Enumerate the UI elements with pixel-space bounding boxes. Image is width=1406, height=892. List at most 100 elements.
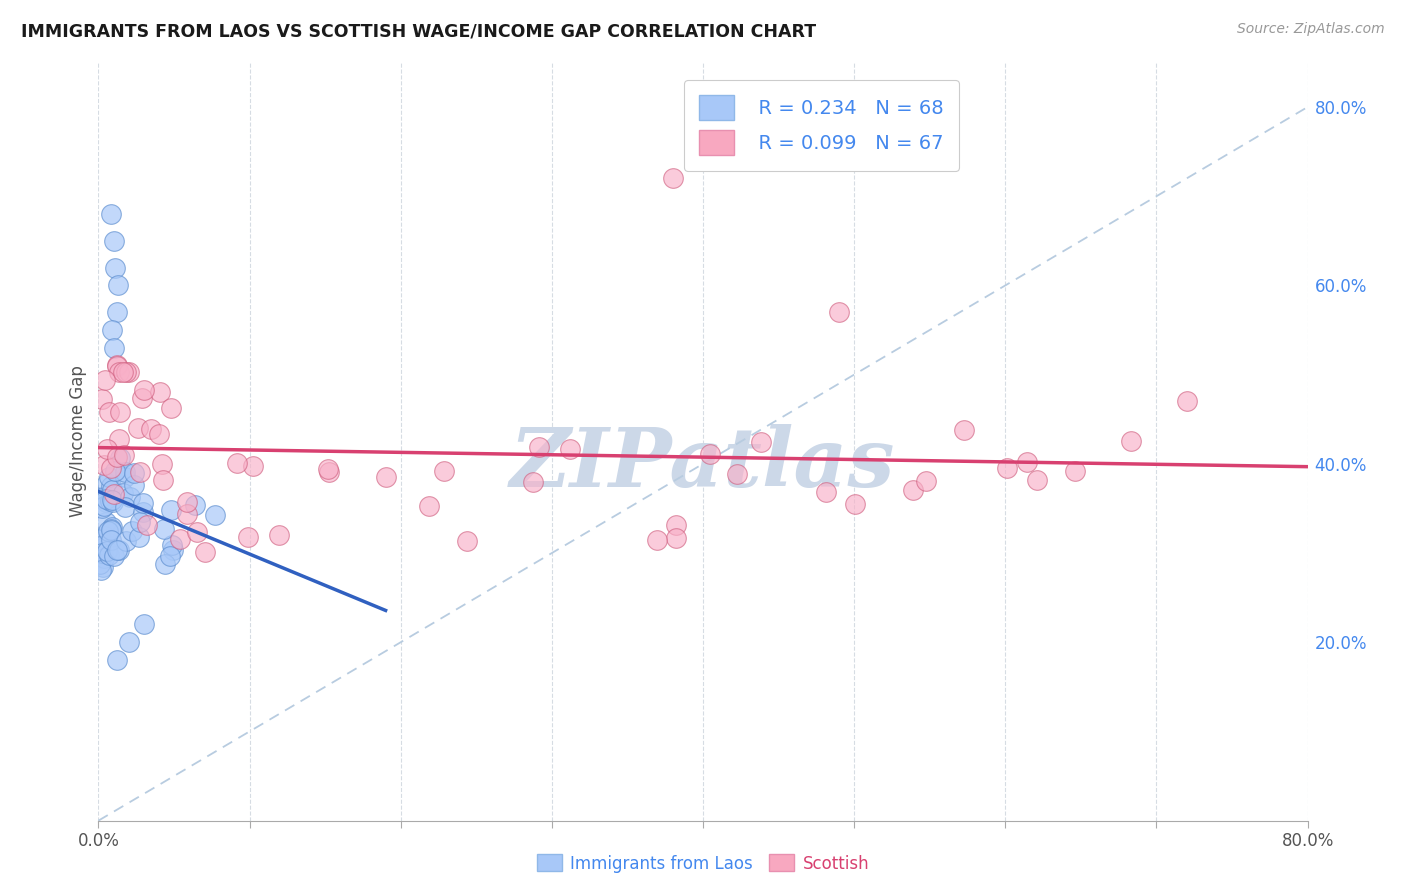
Point	[176, 507, 198, 521]
Point	[96, 534, 118, 549]
Point	[103, 341, 125, 355]
Legend: Immigrants from Laos, Scottish: Immigrants from Laos, Scottish	[530, 847, 876, 880]
Point	[148, 427, 170, 442]
Point	[98, 470, 121, 484]
Point	[114, 465, 136, 479]
Point	[103, 487, 125, 501]
Point	[225, 456, 247, 470]
Point	[169, 533, 191, 547]
Point	[238, 530, 260, 544]
Point	[103, 234, 125, 248]
Point	[93, 540, 115, 554]
Point	[94, 529, 117, 543]
Point	[124, 478, 146, 492]
Point	[96, 492, 118, 507]
Point	[160, 401, 183, 415]
Text: IMMIGRANTS FROM LAOS VS SCOTTISH WAGE/INCOME GAP CORRELATION CHART: IMMIGRANTS FROM LAOS VS SCOTTISH WAGE/IN…	[21, 22, 817, 40]
Point	[105, 653, 128, 667]
Point	[149, 384, 172, 399]
Point	[184, 498, 207, 512]
Point	[159, 549, 181, 564]
Point	[118, 365, 141, 379]
Point	[139, 422, 162, 436]
Point	[1064, 464, 1087, 478]
Point	[953, 423, 976, 437]
Point	[98, 405, 121, 419]
Point	[89, 539, 111, 553]
Point	[100, 479, 122, 493]
Point	[96, 475, 118, 490]
Point	[522, 475, 544, 489]
Point	[100, 523, 122, 537]
Point	[100, 523, 122, 537]
Point	[101, 495, 124, 509]
Point	[204, 508, 226, 522]
Legend:   R = 0.234   N = 68,   R = 0.099   N = 67: R = 0.234 N = 68, R = 0.099 N = 67	[683, 79, 959, 170]
Text: ZIPatlas: ZIPatlas	[510, 425, 896, 504]
Point	[132, 617, 155, 632]
Point	[100, 207, 122, 221]
Point	[128, 515, 150, 529]
Point	[418, 499, 440, 513]
Point	[96, 516, 118, 530]
Point	[105, 358, 128, 372]
Point	[96, 442, 118, 457]
Point	[89, 558, 111, 572]
Point	[93, 551, 115, 566]
Point	[527, 440, 550, 454]
Point	[558, 442, 581, 457]
Point	[127, 421, 149, 435]
Point	[94, 492, 117, 507]
Point	[456, 534, 478, 549]
Point	[135, 517, 157, 532]
Point	[152, 473, 174, 487]
Point	[98, 493, 121, 508]
Point	[699, 447, 721, 461]
Point	[101, 323, 124, 337]
Point	[108, 365, 131, 379]
Point	[749, 434, 772, 449]
Point	[267, 528, 290, 542]
Point	[665, 531, 688, 545]
Point	[1017, 455, 1039, 469]
Point	[121, 524, 143, 538]
Text: Source: ZipAtlas.com: Source: ZipAtlas.com	[1237, 22, 1385, 37]
Point	[131, 392, 153, 406]
Point	[104, 260, 127, 275]
Point	[661, 171, 683, 186]
Point	[122, 466, 145, 480]
Point	[915, 474, 938, 488]
Point	[828, 305, 851, 319]
Point	[375, 470, 398, 484]
Point	[159, 503, 181, 517]
Point	[194, 545, 217, 559]
Point	[90, 546, 112, 560]
Point	[995, 460, 1018, 475]
Point	[105, 450, 128, 464]
Point	[91, 392, 114, 407]
Point	[316, 461, 339, 475]
Point	[108, 432, 131, 446]
Point	[433, 464, 456, 478]
Point	[186, 524, 208, 539]
Point	[111, 486, 134, 500]
Point	[100, 533, 122, 548]
Point	[118, 635, 141, 649]
Point	[153, 522, 176, 536]
Point	[108, 543, 131, 558]
Point	[112, 365, 135, 379]
Point	[96, 543, 118, 558]
Point	[104, 463, 127, 477]
Point	[108, 451, 131, 466]
Point	[101, 520, 124, 534]
Point	[90, 563, 112, 577]
Point	[645, 533, 668, 548]
Point	[318, 465, 340, 479]
Point	[1175, 394, 1198, 409]
Point	[242, 458, 264, 473]
Point	[115, 534, 138, 549]
Point	[93, 499, 115, 513]
Point	[90, 532, 112, 546]
Point	[105, 359, 128, 374]
Point	[110, 405, 132, 419]
